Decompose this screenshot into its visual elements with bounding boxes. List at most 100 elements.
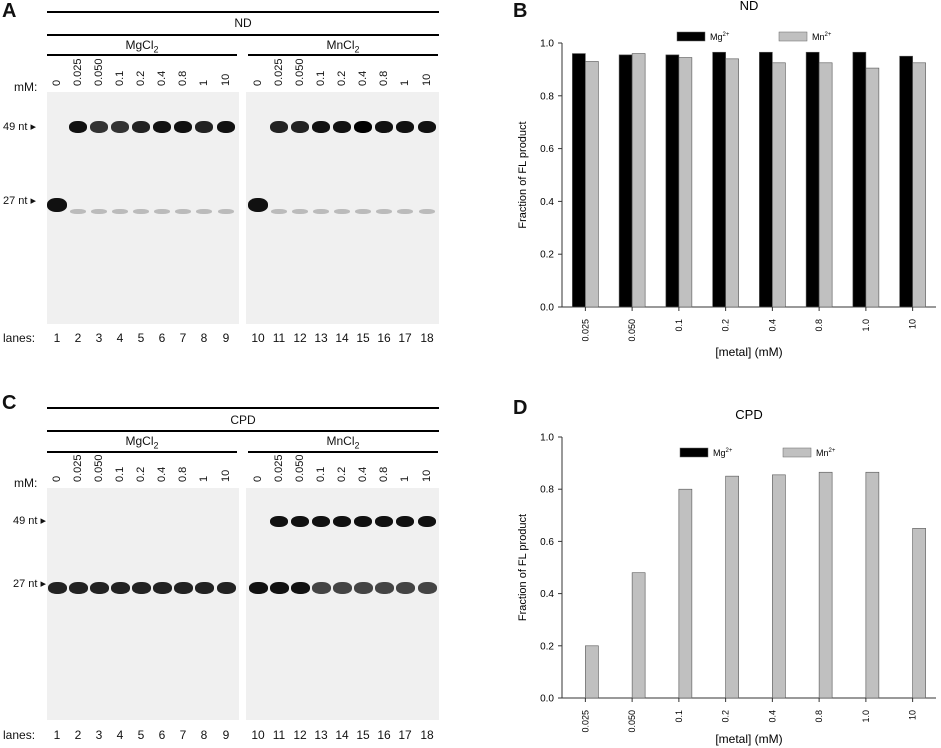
band-49nt — [312, 515, 330, 527]
lane-number: 9 — [222, 728, 230, 742]
lane-number: 18 — [420, 331, 434, 345]
lane-number: 2 — [74, 331, 82, 345]
band-49nt — [333, 121, 351, 133]
bar — [678, 57, 693, 308]
lane-number: 4 — [116, 728, 124, 742]
band-27nt — [332, 582, 352, 594]
chart-title: CPD — [735, 407, 762, 422]
cpd-title: CPD — [230, 413, 256, 427]
cpd-group-line — [47, 430, 439, 432]
concentration-label: 0.4 — [156, 466, 168, 482]
band-27nt — [374, 582, 394, 594]
band-49nt — [174, 121, 192, 133]
mncl2-label-c: MnCl2 — [326, 434, 360, 451]
lane-number: 5 — [137, 728, 145, 742]
mgcl2-label-c: MgCl2 — [125, 434, 159, 451]
concentration-label: 1 — [399, 79, 411, 86]
lane-number: 10 — [251, 331, 265, 345]
chart-nd: ND Mg2+ Mn2+ 0.0 0.2 0.4 0.6 0.8 1.0 Fraction of … — [517, 0, 936, 359]
concentration-label: 0.8 — [378, 70, 390, 86]
lane-number: 6 — [158, 331, 166, 345]
bar — [678, 488, 693, 699]
concentration-label: 1 — [399, 475, 411, 482]
concentration-label: 0 — [51, 475, 63, 482]
band-smear — [154, 208, 170, 214]
y-tick-label: 0.6 — [540, 537, 554, 548]
legend-swatch — [679, 447, 709, 458]
bar — [725, 475, 739, 699]
concentration-label: 0.2 — [336, 466, 348, 482]
lane-number: 13 — [314, 331, 328, 345]
band-27nt — [47, 582, 67, 594]
bar — [725, 58, 739, 308]
band-27nt — [311, 582, 331, 594]
nd-title: ND — [234, 16, 252, 30]
bar — [618, 54, 633, 308]
band-27nt — [248, 582, 268, 594]
concentration-label: 1 — [198, 475, 210, 482]
lane-number: 10 — [251, 728, 265, 742]
marker-49nt-a: 49 nt ▸ — [3, 121, 37, 133]
lane-number: 8 — [200, 331, 208, 345]
bar — [585, 645, 599, 699]
y-tick-label: 0.4 — [540, 589, 554, 600]
lane-number: 11 — [272, 331, 286, 345]
lane-number: 7 — [179, 728, 187, 742]
band-49nt — [69, 121, 87, 133]
mgcl2-line-a — [47, 54, 237, 56]
marker-27nt-a: 27 nt ▸ — [3, 195, 37, 207]
concentration-label: 0 — [51, 79, 63, 86]
concentration-label: 0.8 — [177, 466, 189, 482]
band-27nt — [216, 582, 236, 594]
band-smear — [334, 208, 350, 214]
nd-header-line — [47, 11, 439, 13]
mgcl2-label-a: MgCl2 — [125, 38, 159, 55]
band-49nt — [354, 121, 372, 133]
legend-label: Mn2+ — [816, 448, 836, 458]
concentration-label: 0.025 — [72, 58, 84, 86]
bar — [585, 61, 599, 308]
lane-number: 12 — [293, 728, 307, 742]
band-smear — [355, 208, 371, 214]
concentration-label: 0.2 — [135, 70, 147, 86]
legend-swatch — [782, 447, 812, 458]
concentration-label: 10 — [421, 469, 433, 482]
x-axis-label: [metal] (mM) — [715, 345, 782, 359]
lane-number: 3 — [95, 331, 103, 345]
panel-letter-c: C — [2, 392, 17, 414]
concentration-label: 0.025 — [273, 58, 285, 86]
band-49nt — [418, 515, 436, 527]
band-49nt — [270, 121, 288, 133]
y-tick-label: 0.8 — [540, 485, 554, 496]
y-tick-label: 0.0 — [540, 694, 554, 705]
concentration-label: 0.1 — [315, 466, 327, 482]
band-49nt — [270, 515, 288, 527]
band-49nt — [396, 121, 414, 133]
bar — [865, 67, 880, 308]
band-49nt — [90, 121, 108, 133]
band-49nt — [111, 121, 129, 133]
band-27nt — [194, 582, 214, 594]
band-49nt — [291, 121, 309, 133]
x-tick-label: 0.1 — [674, 710, 684, 723]
lane-number: 15 — [356, 331, 370, 345]
lane-number: 5 — [137, 331, 145, 345]
band-27nt — [131, 582, 151, 594]
mncl2-label-a: MnCl2 — [326, 38, 360, 55]
y-axis-label: Fraction of FL product — [517, 121, 529, 228]
bar — [665, 54, 680, 308]
band-27nt — [152, 582, 172, 594]
lane-number: 9 — [222, 331, 230, 345]
y-tick-label: 0.4 — [540, 197, 554, 208]
bar — [912, 528, 926, 699]
band-49nt — [153, 121, 171, 133]
concentration-label: 0.2 — [135, 466, 147, 482]
x-tick-label: 0.2 — [721, 319, 731, 332]
x-tick-label: 0.025 — [580, 710, 590, 733]
x-tick-label: 0.050 — [627, 710, 637, 733]
chart-cpd: CPD Mg2+ Mn2+ 0.0 0.2 0.4 0.6 0.8 1.0 Fraction of… — [517, 407, 936, 746]
band-49nt — [396, 515, 414, 527]
concentration-label: 0.8 — [378, 466, 390, 482]
y-tick-label: 0.2 — [540, 250, 554, 261]
band-49nt — [312, 121, 330, 133]
